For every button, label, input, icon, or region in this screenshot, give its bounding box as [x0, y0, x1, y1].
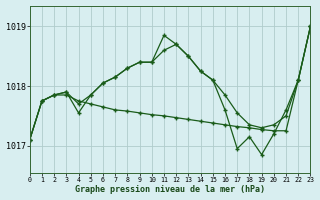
X-axis label: Graphe pression niveau de la mer (hPa): Graphe pression niveau de la mer (hPa) [75, 185, 265, 194]
